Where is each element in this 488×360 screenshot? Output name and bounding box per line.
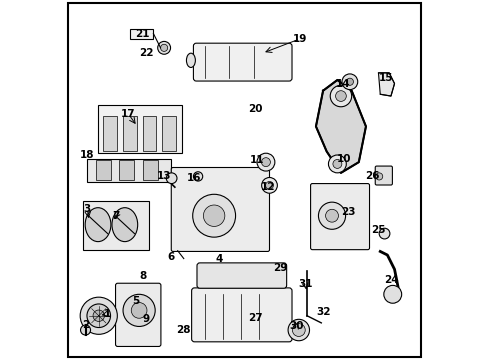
Text: 15: 15	[378, 73, 392, 83]
Circle shape	[157, 41, 170, 54]
Bar	[142, 116, 156, 152]
Circle shape	[80, 297, 117, 334]
FancyBboxPatch shape	[193, 43, 291, 81]
Text: 20: 20	[247, 104, 262, 113]
Polygon shape	[378, 73, 394, 96]
Text: 5: 5	[132, 296, 139, 306]
Text: 6: 6	[167, 252, 175, 262]
Circle shape	[329, 85, 351, 107]
Circle shape	[287, 319, 309, 341]
Text: 4: 4	[215, 253, 223, 264]
Ellipse shape	[85, 208, 111, 242]
Text: 31: 31	[297, 279, 312, 289]
Text: 27: 27	[247, 312, 262, 323]
Circle shape	[325, 209, 338, 222]
Circle shape	[261, 158, 270, 167]
Text: 29: 29	[272, 262, 287, 273]
Text: 28: 28	[176, 325, 191, 335]
Circle shape	[193, 172, 203, 181]
Circle shape	[160, 44, 167, 51]
Circle shape	[123, 294, 155, 327]
Text: 32: 32	[315, 307, 330, 317]
Circle shape	[257, 153, 274, 171]
Circle shape	[375, 173, 382, 180]
Circle shape	[346, 78, 353, 85]
Circle shape	[265, 181, 273, 189]
Bar	[130, 29, 153, 39]
Bar	[103, 116, 117, 152]
Circle shape	[383, 285, 401, 303]
Circle shape	[328, 155, 346, 173]
Text: 2: 2	[82, 320, 89, 330]
Text: 7: 7	[112, 211, 120, 221]
Ellipse shape	[186, 53, 195, 67]
Circle shape	[261, 177, 277, 193]
Circle shape	[335, 91, 346, 102]
Circle shape	[93, 310, 104, 321]
Bar	[123, 116, 136, 152]
Bar	[83, 202, 149, 249]
Text: 26: 26	[365, 171, 379, 181]
Text: 25: 25	[370, 225, 385, 235]
Circle shape	[131, 302, 147, 318]
FancyBboxPatch shape	[197, 263, 286, 288]
FancyBboxPatch shape	[171, 167, 269, 251]
Circle shape	[341, 74, 357, 90]
Bar	[87, 158, 171, 182]
Circle shape	[318, 202, 345, 229]
Text: 9: 9	[142, 314, 149, 324]
FancyBboxPatch shape	[191, 288, 291, 342]
Polygon shape	[315, 80, 365, 173]
Circle shape	[292, 324, 305, 337]
Circle shape	[332, 159, 341, 168]
Text: 8: 8	[139, 271, 146, 282]
Text: 22: 22	[139, 48, 153, 58]
Text: 30: 30	[288, 321, 303, 332]
Bar	[142, 160, 157, 180]
Circle shape	[81, 325, 90, 335]
Text: 12: 12	[260, 182, 274, 192]
Text: 10: 10	[337, 154, 351, 163]
FancyBboxPatch shape	[374, 166, 391, 185]
Text: 1: 1	[103, 309, 110, 319]
Circle shape	[192, 194, 235, 237]
Text: 23: 23	[340, 207, 355, 217]
Bar	[119, 160, 134, 180]
FancyBboxPatch shape	[115, 283, 161, 346]
Circle shape	[378, 228, 389, 239]
Text: 3: 3	[83, 203, 91, 213]
Text: 19: 19	[292, 34, 306, 44]
Text: 24: 24	[383, 275, 397, 285]
Text: 13: 13	[157, 171, 171, 181]
Bar	[98, 105, 182, 153]
Circle shape	[203, 205, 224, 226]
FancyBboxPatch shape	[310, 184, 369, 249]
Text: 16: 16	[187, 173, 202, 183]
Bar	[162, 116, 176, 152]
Circle shape	[166, 173, 177, 184]
Circle shape	[87, 304, 110, 328]
Ellipse shape	[112, 208, 138, 242]
Bar	[96, 160, 111, 180]
Text: 21: 21	[135, 29, 150, 39]
Text: 17: 17	[121, 109, 136, 119]
Text: 14: 14	[335, 78, 349, 89]
Text: 11: 11	[249, 156, 264, 165]
Text: 18: 18	[79, 150, 94, 160]
